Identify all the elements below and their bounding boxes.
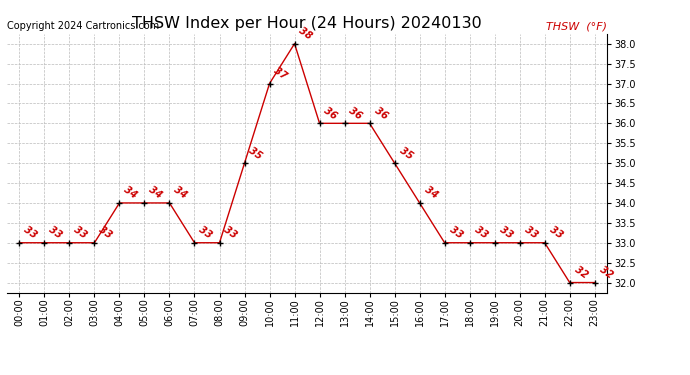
Text: 33: 33	[447, 225, 464, 241]
Text: 36: 36	[373, 105, 389, 121]
Title: THSW Index per Hour (24 Hours) 20240130: THSW Index per Hour (24 Hours) 20240130	[132, 16, 482, 31]
Text: 33: 33	[47, 225, 64, 241]
Text: 33: 33	[197, 225, 214, 241]
Text: 34: 34	[147, 185, 164, 201]
Text: THSW  (°F): THSW (°F)	[546, 21, 607, 31]
Text: 33: 33	[97, 225, 114, 241]
Text: 33: 33	[72, 225, 89, 241]
Text: 33: 33	[222, 225, 239, 241]
Text: 34: 34	[172, 185, 189, 201]
Text: 33: 33	[497, 225, 514, 241]
Text: 36: 36	[322, 105, 339, 121]
Text: 32: 32	[573, 264, 589, 280]
Text: 33: 33	[547, 225, 564, 241]
Text: 34: 34	[122, 185, 139, 201]
Text: 33: 33	[22, 225, 39, 241]
Text: 33: 33	[473, 225, 489, 241]
Text: 38: 38	[297, 26, 314, 42]
Text: Copyright 2024 Cartronics.com: Copyright 2024 Cartronics.com	[7, 21, 159, 31]
Text: 34: 34	[422, 185, 439, 201]
Text: 35: 35	[247, 145, 264, 161]
Text: 36: 36	[347, 105, 364, 121]
Text: 33: 33	[522, 225, 539, 241]
Text: 32: 32	[598, 264, 614, 280]
Text: 37: 37	[273, 65, 289, 81]
Text: 35: 35	[397, 145, 414, 161]
